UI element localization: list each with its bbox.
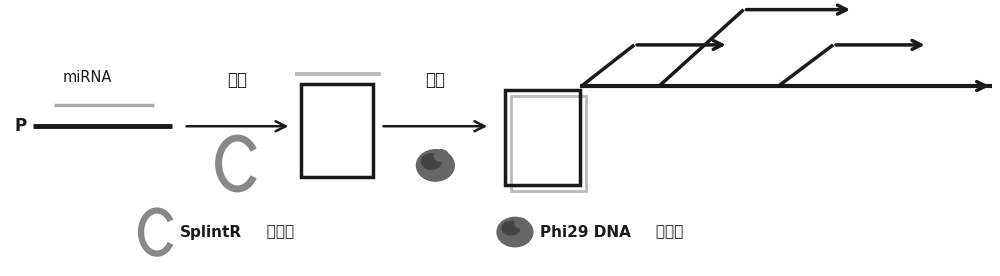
Text: 聚合酶: 聚合酶 <box>651 225 683 240</box>
Ellipse shape <box>421 154 441 169</box>
Ellipse shape <box>515 218 527 228</box>
Text: Phi29 DNA: Phi29 DNA <box>540 225 631 240</box>
Ellipse shape <box>502 221 520 235</box>
Bar <box>505 90 580 185</box>
Text: 扩增: 扩增 <box>425 71 445 89</box>
Text: 连接酶: 连接酶 <box>257 225 294 240</box>
Text: SplintR: SplintR <box>180 225 242 240</box>
Ellipse shape <box>497 217 533 247</box>
Text: miRNA: miRNA <box>63 70 112 85</box>
Bar <box>301 84 373 177</box>
Text: P: P <box>15 117 27 135</box>
Text: 连接: 连接 <box>227 71 247 89</box>
Bar <box>511 96 586 191</box>
Ellipse shape <box>434 150 448 161</box>
Ellipse shape <box>416 150 454 181</box>
